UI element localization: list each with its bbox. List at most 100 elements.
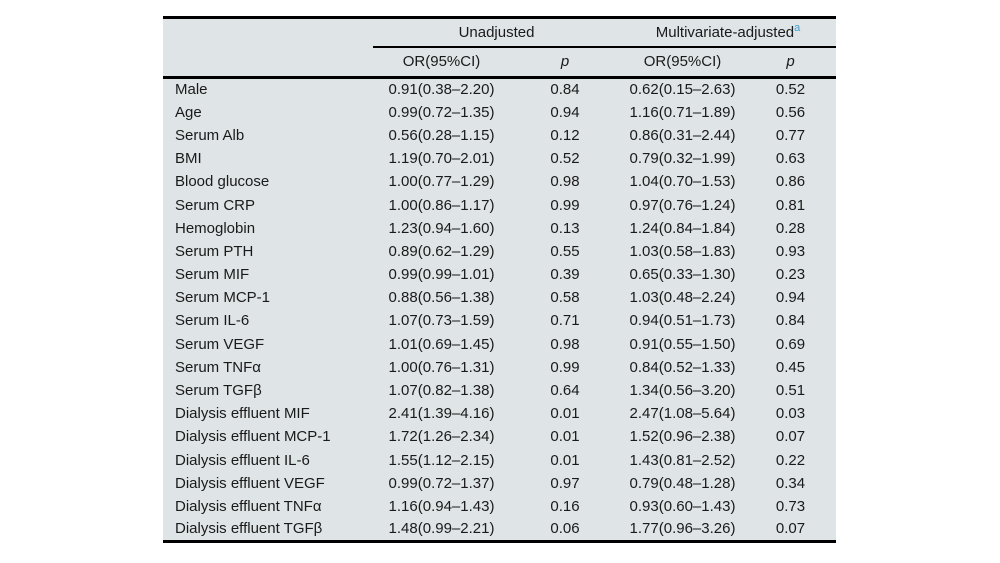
row-label: Blood glucose [175,173,270,191]
adjusted-or-ci-value: 1.04(0.70–1.53) [629,173,736,191]
table-row: Serum MIF 0.99(0.99–1.01) 0.39 0.65(0.33… [163,263,836,286]
adjusted-or-ci-value: 0.62(0.15–2.63) [629,81,736,99]
row-label: Serum IL-6 [175,312,250,330]
unadjusted-or-ci-value: 1.00(0.76–1.31) [388,358,495,376]
results-table-container: Unadjusted Multivariate-adjusteda OR(95%… [163,16,837,543]
adjusted-p-header: p [745,46,837,79]
unadjusted-or-ci-value: 1.72(1.26–2.34) [388,428,495,446]
unadjusted-p-value: 0.16 [550,497,580,515]
unadjusted-or-ci-value: 0.99(0.99–1.01) [388,266,495,284]
unadjusted-p-value: 0.84 [550,81,580,99]
unadjusted-p-value: 0.12 [550,126,580,144]
table-row: Dialysis effluent TGFβ 1.48(0.99–2.21) 0… [163,518,836,541]
row-label: Serum CRP [175,196,256,214]
table-row: Serum MCP-1 0.88(0.56–1.38) 0.58 1.03(0.… [163,286,836,309]
table-row: Serum TGFβ 1.07(0.82–1.38) 0.64 1.34(0.5… [163,379,836,402]
unadjusted-p-value: 0.06 [550,520,580,538]
unadjusted-p-value: 0.01 [550,451,580,469]
unadjusted-p-value: 0.98 [550,335,580,353]
adjusted-p-value: 0.28 [775,219,806,237]
row-label: BMI [175,150,202,168]
row-label: Age [175,103,202,121]
empty-header-cell [163,46,373,79]
adjusted-p-value: 0.94 [775,289,806,307]
unadjusted-or-ci-value: 1.07(0.73–1.59) [388,312,495,330]
unadjusted-p-value: 0.55 [550,242,580,260]
unadjusted-p-value: 0.13 [550,219,580,237]
unadjusted-or-ci-value: 0.89(0.62–1.29) [388,242,495,260]
adjusted-or-ci-value: 0.79(0.48–1.28) [629,474,736,492]
row-label: Dialysis effluent VEGF [175,474,325,492]
adjusted-or-ci-value: 1.34(0.56–3.20) [629,382,736,400]
adjusted-or-ci-value: 0.97(0.76–1.24) [629,196,736,214]
adjusted-p-value: 0.23 [775,266,806,284]
adjusted-or-ci-value: 1.03(0.48–2.24) [629,289,736,307]
row-label: Male [175,81,208,99]
adjusted-p-value: 0.86 [775,173,806,191]
unadjusted-or-ci-value: 1.01(0.69–1.45) [388,335,495,353]
unadjusted-p-value: 0.94 [550,103,580,121]
unadjusted-p-value: 0.99 [550,196,580,214]
row-label: Serum MCP-1 [175,289,271,307]
adjusted-or-ci-value: 0.94(0.51–1.73) [629,312,736,330]
unadjusted-p-value: 0.97 [550,474,580,492]
adjusted-group-header: Multivariate-adjusteda [620,17,837,48]
unadjusted-or-ci-value: 1.00(0.86–1.17) [388,196,495,214]
table-row: Age 0.99(0.72–1.35) 0.94 1.16(0.71–1.89)… [163,101,836,124]
row-label: Serum PTH [175,242,254,260]
adjusted-p-value: 0.34 [775,474,806,492]
table-row: Dialysis effluent IL-6 1.55(1.12–2.15) 0… [163,449,836,472]
unadjusted-p-value: 0.71 [550,312,580,330]
table-row: Serum IL-6 1.07(0.73–1.59) 0.71 0.94(0.5… [163,309,836,332]
row-label: Dialysis effluent MCP-1 [175,428,331,446]
unadjusted-p-header: p [510,46,621,79]
table-row: Dialysis effluent TNFα 1.16(0.94–1.43) 0… [163,495,836,518]
adjusted-p-value: 0.52 [775,81,806,99]
empty-corner-cell [163,18,373,47]
unadjusted-or-ci-value: 1.07(0.82–1.38) [388,382,495,400]
unadjusted-p-value: 0.99 [550,358,580,376]
table-row: Serum VEGF 1.01(0.69–1.45) 0.98 0.91(0.5… [163,333,836,356]
adjusted-or-ci-value: 0.84(0.52–1.33) [629,358,736,376]
unadjusted-p-value: 0.98 [550,173,580,191]
table-row: Male 0.91(0.38–2.20) 0.84 0.62(0.15–2.63… [163,78,836,101]
table-row: Hemoglobin 1.23(0.94–1.60) 0.13 1.24(0.8… [163,217,836,240]
adjusted-p-value: 0.93 [775,242,806,260]
unadjusted-p-value: 0.64 [550,382,580,400]
unadjusted-p-value: 0.01 [550,428,580,446]
unadjusted-p-value: 0.01 [550,405,580,423]
unadjusted-p-value: 0.52 [550,150,580,168]
unadjusted-or-ci-value: 1.16(0.94–1.43) [388,497,495,515]
adjusted-or-ci-value: 1.77(0.96–3.26) [629,520,736,538]
column-header-row: OR(95%CI) p OR(95%CI) p [163,46,837,79]
row-label: Serum TNFα [175,358,261,376]
results-table: Unadjusted Multivariate-adjusteda OR(95%… [163,16,837,543]
unadjusted-or-ci-value: 0.56(0.28–1.15) [388,126,495,144]
adjusted-p-value: 0.56 [775,103,806,121]
row-label: Dialysis effluent TGFβ [175,520,323,538]
adjusted-group-header-label: Multivariate-adjusted [655,23,795,41]
table-row: Serum CRP 1.00(0.86–1.17) 0.99 0.97(0.76… [163,193,836,216]
adjusted-p-value: 0.07 [775,520,806,538]
table-body: Male 0.91(0.38–2.20) 0.84 0.62(0.15–2.63… [163,78,836,542]
row-label: Serum TGFβ [175,382,262,400]
adjusted-p-value: 0.84 [775,312,806,330]
table-row: Serum PTH 0.89(0.62–1.29) 0.55 1.03(0.58… [163,240,836,263]
group-header-row: Unadjusted Multivariate-adjusteda [163,17,837,48]
table-row: Serum TNFα 1.00(0.76–1.31) 0.99 0.84(0.5… [163,356,836,379]
unadjusted-or-ci-value: 1.00(0.77–1.29) [388,173,495,191]
row-label: Serum MIF [175,266,250,284]
adjusted-or-ci-value: 2.47(1.08–5.64) [629,405,736,423]
adjusted-or-ci-value: 0.79(0.32–1.99) [629,150,736,168]
table-row: Serum Alb 0.56(0.28–1.15) 0.12 0.86(0.31… [163,124,836,147]
adjusted-p-value: 0.07 [775,428,806,446]
unadjusted-group-header: Unadjusted [373,17,621,48]
row-label: Dialysis effluent MIF [175,405,310,423]
adjusted-or-ci-value: 0.91(0.55–1.50) [629,335,736,353]
adjusted-or-ci-value: 0.86(0.31–2.44) [629,126,736,144]
adjusted-or-ci-header: OR(95%CI) [620,46,746,79]
adjusted-or-ci-value: 1.16(0.71–1.89) [629,103,736,121]
table-row: Dialysis effluent MIF 2.41(1.39–4.16) 0.… [163,402,836,425]
adjusted-p-value: 0.22 [775,451,806,469]
unadjusted-p-value: 0.39 [550,266,580,284]
